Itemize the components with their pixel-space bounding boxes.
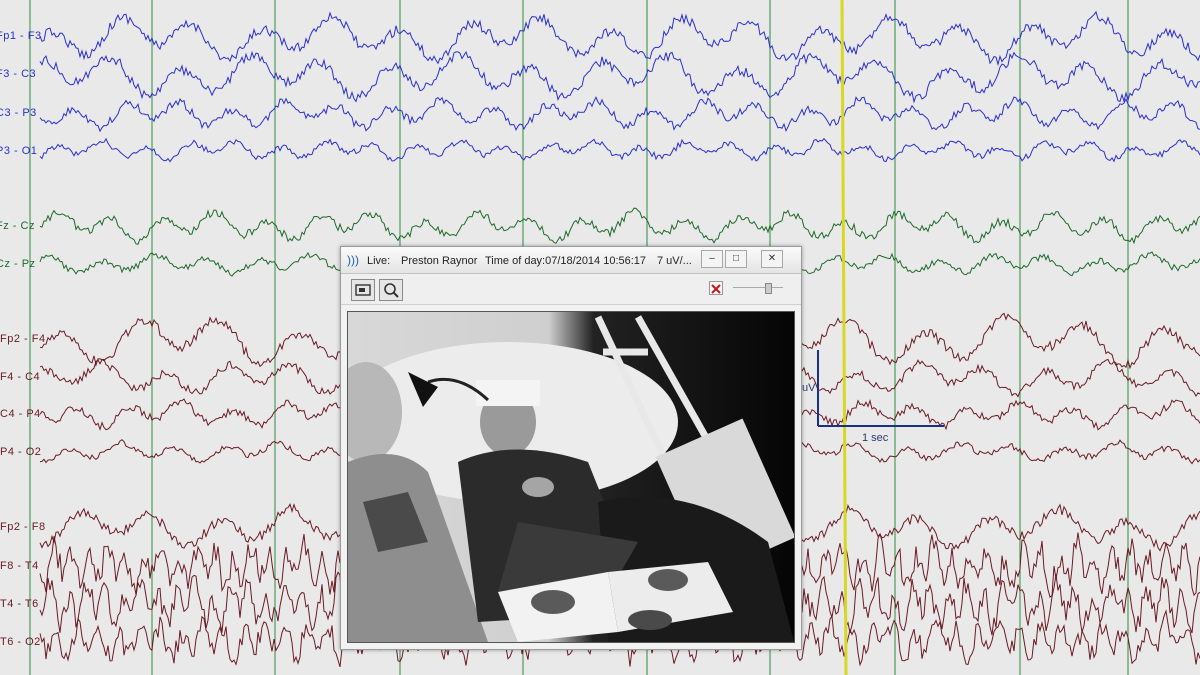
live-status: Live: bbox=[367, 255, 391, 267]
channel-label-f4-c4[interactable]: F4 - C4 bbox=[0, 371, 41, 383]
time-cursor[interactable] bbox=[840, 0, 848, 675]
eeg-trace-fp1-f3 bbox=[39, 10, 1200, 67]
channel-label-fp2-f4[interactable]: Fp2 - F4 bbox=[0, 333, 46, 345]
channel-label-fz-cz[interactable]: Fz - Cz bbox=[0, 220, 35, 232]
video-title-bar[interactable]: ))) Live: Preston Raynor Time of day:07/… bbox=[341, 247, 801, 274]
maximize-icon[interactable]: □ bbox=[725, 250, 747, 268]
patient-name: Preston Raynor bbox=[401, 255, 478, 267]
scale-time-label: 1 sec bbox=[862, 432, 889, 444]
channel-label-t4-t6[interactable]: T4 - T6 bbox=[0, 598, 39, 610]
signal-icon: ))) bbox=[347, 253, 359, 267]
channel-label-p3-o1[interactable]: P3 - O1 bbox=[0, 145, 38, 157]
eeg-trace-f3-c3 bbox=[39, 50, 1200, 104]
zoom-icon[interactable] bbox=[379, 279, 403, 301]
channel-label-f8-t4[interactable]: F8 - T4 bbox=[0, 560, 39, 572]
channel-label-c4-p4[interactable]: C4 - P4 bbox=[0, 408, 41, 420]
close-video-icon[interactable] bbox=[709, 281, 723, 295]
minimize-icon[interactable]: – bbox=[701, 250, 723, 268]
scale-amplitude-label: uV bbox=[802, 382, 816, 394]
volume-slider[interactable] bbox=[733, 283, 783, 294]
patient-video-feed bbox=[347, 311, 795, 643]
channel-label-t6-o2[interactable]: T6 - O2 bbox=[0, 636, 41, 648]
eeg-trace-p3-o1 bbox=[39, 137, 1200, 163]
video-window[interactable]: ))) Live: Preston Raynor Time of day:07/… bbox=[340, 246, 802, 650]
channel-label-p4-o2[interactable]: P4 - O2 bbox=[0, 446, 42, 458]
eeg-trace-c3-p3 bbox=[39, 96, 1200, 133]
close-icon[interactable]: ✕ bbox=[761, 250, 783, 268]
video-toolbar bbox=[341, 274, 801, 305]
channel-label-cz-pz[interactable]: Cz - Pz bbox=[0, 258, 36, 270]
eeg-trace-fz-cz bbox=[39, 207, 1200, 245]
channel-label-fp1-f3[interactable]: Fp1 - F3 bbox=[0, 30, 42, 42]
sensitivity-value: 7 uV/... bbox=[657, 255, 692, 267]
channel-label-f3-c3[interactable]: F3 - C3 bbox=[0, 68, 37, 80]
channel-label-c3-p3[interactable]: C3 - P3 bbox=[0, 107, 37, 119]
channel-label-fp2-f8[interactable]: Fp2 - F8 bbox=[0, 521, 46, 533]
camera-icon[interactable] bbox=[351, 279, 375, 301]
time-of-day: Time of day:07/18/2014 10:56:17 bbox=[485, 255, 647, 267]
